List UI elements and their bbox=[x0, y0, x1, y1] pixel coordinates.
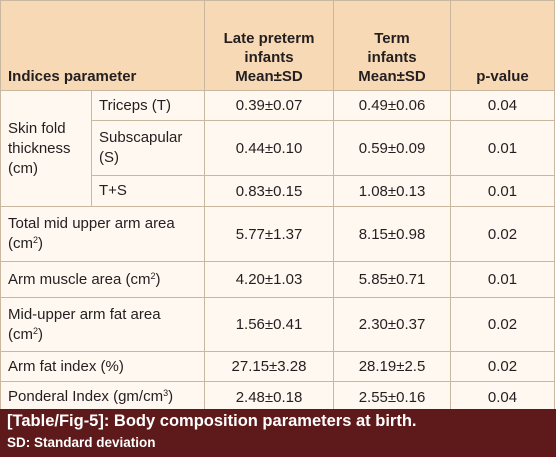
cell-late-preterm: 0.44±0.10 bbox=[204, 120, 334, 176]
caption-note: SD: Standard deviation bbox=[7, 435, 156, 450]
caption-title: [Table/Fig-5]: Body composition paramete… bbox=[7, 412, 417, 430]
cell-late-preterm: 0.39±0.07 bbox=[204, 90, 334, 121]
row-label-arm-muscle-area: Arm muscle area (cm2) bbox=[0, 261, 205, 298]
row-label-ponderal-index: Ponderal Index (gm/cm3) bbox=[0, 381, 205, 413]
cell-late-preterm: 4.20±1.03 bbox=[204, 261, 334, 298]
cell-term: 28.19±2.5 bbox=[333, 351, 451, 382]
header-p-value: p-value bbox=[450, 0, 555, 91]
cell-term: 0.59±0.09 bbox=[333, 120, 451, 176]
table-row: Skin fold thickness (cm) Triceps (T) 0.3… bbox=[0, 90, 555, 207]
cell-late-preterm: 27.15±3.28 bbox=[204, 351, 334, 382]
cell-late-preterm: 0.83±0.15 bbox=[204, 175, 334, 207]
skinfold-group-label: Skin fold thickness (cm) bbox=[0, 90, 92, 207]
table-row: Ponderal Index (gm/cm3) 2.48±0.18 2.55±0… bbox=[0, 381, 555, 413]
header-term: Term infants Mean±SD bbox=[333, 0, 451, 91]
row-label-total-mid-upper-arm-area: Total mid upper arm area (cm2) bbox=[0, 206, 205, 262]
cell-p-value: 0.02 bbox=[450, 351, 555, 382]
body-composition-table: Indices parameter Late preterm infants M… bbox=[0, 0, 555, 413]
cell-term: 1.08±0.13 bbox=[333, 175, 451, 207]
figure-caption: [Table/Fig-5]: Body composition paramete… bbox=[0, 409, 556, 457]
cell-late-preterm: 2.48±0.18 bbox=[204, 381, 334, 413]
row-label-arm-fat-index: Arm fat index (%) bbox=[0, 351, 205, 382]
row-label-triceps: Triceps (T) bbox=[91, 90, 205, 121]
table-row: Arm fat index (%) 27.15±3.28 28.19±2.5 0… bbox=[0, 351, 555, 382]
header-indices-parameter: Indices parameter bbox=[0, 0, 205, 91]
table-row: Arm muscle area (cm2) 4.20±1.03 5.85±0.7… bbox=[0, 261, 555, 298]
cell-p-value: 0.04 bbox=[450, 90, 555, 121]
cell-term: 2.55±0.16 bbox=[333, 381, 451, 413]
table-row: Total mid upper arm area (cm2) 5.77±1.37 … bbox=[0, 206, 555, 262]
cell-late-preterm: 5.77±1.37 bbox=[204, 206, 334, 262]
cell-term: 0.49±0.06 bbox=[333, 90, 451, 121]
row-label-subscapular: Subscapular (S) bbox=[91, 120, 205, 176]
cell-p-value: 0.02 bbox=[450, 206, 555, 262]
row-label-mid-upper-arm-fat-area: Mid-upper arm fat area (cm2) bbox=[0, 297, 205, 352]
row-label-t-plus-s: T+S bbox=[91, 175, 205, 207]
cell-late-preterm: 1.56±0.41 bbox=[204, 297, 334, 352]
cell-p-value: 0.04 bbox=[450, 381, 555, 413]
cell-p-value: 0.02 bbox=[450, 297, 555, 352]
cell-term: 2.30±0.37 bbox=[333, 297, 451, 352]
table-row: Mid-upper arm fat area (cm2) 1.56±0.41 2.… bbox=[0, 297, 555, 352]
cell-term: 5.85±0.71 bbox=[333, 261, 451, 298]
table-row: Subscapular (S) 0.44±0.10 0.59±0.09 0.01 bbox=[1, 120, 555, 176]
cell-p-value: 0.01 bbox=[450, 120, 555, 176]
header-late-preterm: Late preterm infants Mean±SD bbox=[204, 0, 334, 91]
cell-term: 8.15±0.98 bbox=[333, 206, 451, 262]
cell-p-value: 0.01 bbox=[450, 261, 555, 298]
cell-p-value: 0.01 bbox=[450, 175, 555, 207]
